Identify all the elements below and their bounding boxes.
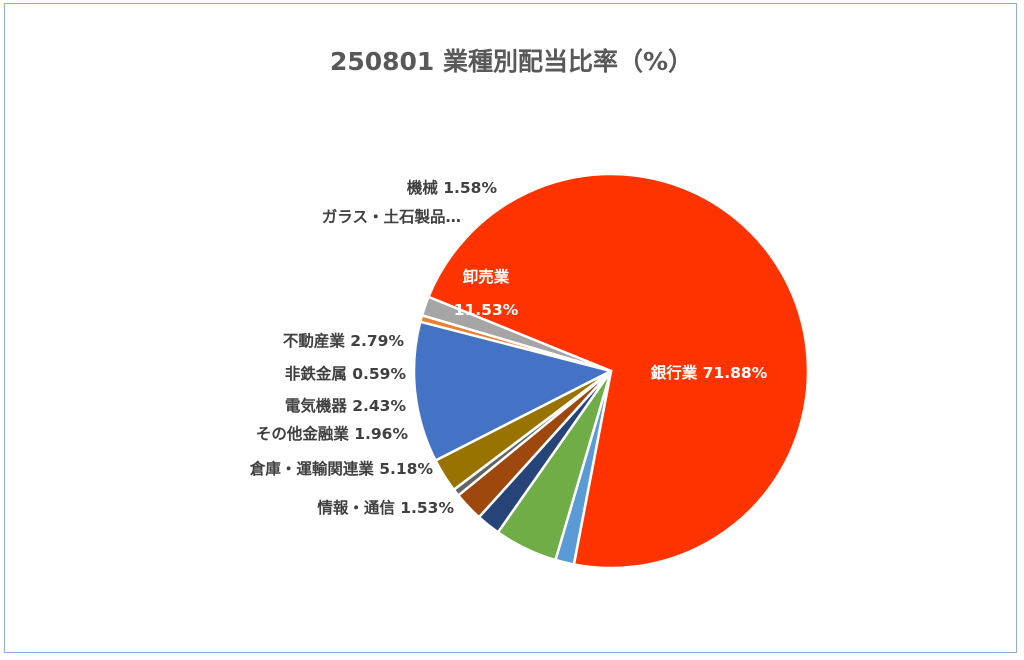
- pie-slice-0: [427, 172, 810, 570]
- slice-label-4: 電気機器 2.43%: [285, 396, 407, 415]
- chart-frame: 250801 業種別配当比率（%） 銀行業 71.88% 情報・通信 1.53% 倉…: [4, 3, 1017, 653]
- pie-chart: 銀行業 71.88% 情報・通信 1.53% 倉庫・運輸関連業 5.18% その他金融…: [249, 172, 810, 570]
- slice-label-9: 機械 1.58%: [407, 178, 498, 197]
- chart-title: 250801 業種別配当比率（%）: [329, 47, 694, 76]
- slice-label-0: 銀行業 71.88%: [651, 363, 768, 382]
- slice-label-line-0: 卸売業: [463, 267, 510, 286]
- slice-label-8: ガラス・土石製品…: [322, 207, 461, 226]
- slice-label-6: 不動産業 2.79%: [283, 331, 405, 350]
- slice-label-line-1: 11.53%: [454, 301, 519, 319]
- pie-slice-9: [420, 295, 613, 373]
- slice-label-7: 卸売業 11.53%: [454, 267, 519, 319]
- pie-slice-7: [412, 320, 613, 462]
- slice-label-2: 倉庫・運輸関連業 5.18%: [249, 459, 434, 478]
- slice-label-1: 情報・通信 1.53%: [317, 498, 454, 517]
- slice-label-5: 非鉄金属 0.59%: [285, 364, 407, 383]
- slice-label-3: その他金融業 1.96%: [256, 424, 409, 443]
